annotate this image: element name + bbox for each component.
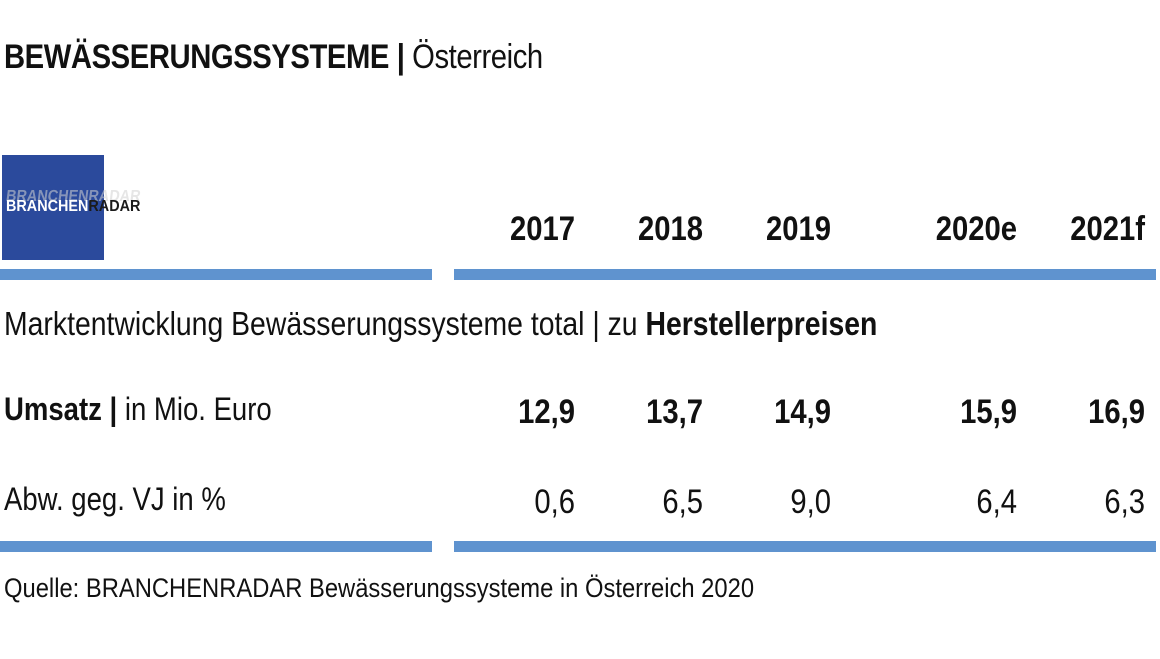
row-label-abweichung: Abw. geg. VJ in % — [4, 481, 226, 517]
top-divider-left — [0, 269, 432, 280]
column-header-2021f: 2021f — [1070, 210, 1145, 248]
value-umsatz-2018: 13,7 — [646, 393, 703, 431]
page-title: BEWÄSSERUNGSSYSTEME | Österreich — [4, 38, 543, 76]
value-abw-2018: 6,5 — [662, 483, 703, 521]
logo-text: BRANCHENRADAR — [6, 198, 141, 215]
column-header-2020e: 2020e — [935, 210, 1017, 248]
value-umsatz-2021f: 16,9 — [1088, 393, 1145, 431]
column-header-2018: 2018 — [637, 210, 703, 248]
top-divider-right — [454, 269, 1156, 280]
bottom-divider-right — [454, 541, 1156, 552]
value-umsatz-2019: 14,9 — [774, 393, 831, 431]
column-header-2019: 2019 — [765, 210, 831, 248]
value-abw-2020e: 6,4 — [976, 483, 1017, 521]
value-umsatz-2020e: 15,9 — [960, 393, 1017, 431]
row-label-umsatz: Umsatz | in Mio. Euro — [4, 391, 272, 427]
value-umsatz-2017: 12,9 — [518, 393, 575, 431]
value-abw-2019: 9,0 — [790, 483, 831, 521]
value-abw-2017: 0,6 — [534, 483, 575, 521]
branchenradar-logo — [2, 155, 104, 260]
column-header-2017: 2017 — [509, 210, 575, 248]
bottom-divider-left — [0, 541, 432, 552]
table-subtitle: Marktentwicklung Bewässerungssysteme tot… — [4, 305, 878, 342]
source-note: Quelle: BRANCHENRADAR Bewässerungssystem… — [4, 573, 755, 603]
value-abw-2021f: 6,3 — [1104, 483, 1145, 521]
